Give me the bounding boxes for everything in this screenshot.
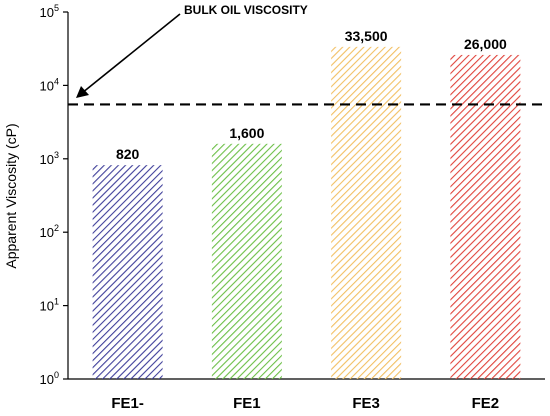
y-axis-ticks: 100 101 102 103 104 105 xyxy=(40,3,68,387)
bar-fe1 xyxy=(211,143,282,379)
category-label-1: FE1 xyxy=(233,395,261,412)
y-tick-label-3: 103 xyxy=(40,150,59,167)
category-label-0: FE1- xyxy=(111,395,144,412)
bar-value-labels: 820 1,600 33,500 26,000 xyxy=(116,28,507,162)
y-tick-label-2: 102 xyxy=(40,223,59,240)
bulk-oil-viscosity-label: BULK OIL VISCOSITY xyxy=(184,3,308,17)
bars-group xyxy=(92,46,521,380)
annotation-arrow-shaft xyxy=(81,13,181,94)
y-tick-label-5: 105 xyxy=(40,3,59,20)
y-axis-label: Apparent Viscosity (cP) xyxy=(3,123,19,268)
bar-value-label-1: 1,600 xyxy=(229,125,264,141)
bar-fe1-minus xyxy=(92,165,163,379)
category-label-3: FE2 xyxy=(472,395,500,412)
bar-value-label-0: 820 xyxy=(116,146,140,162)
annotation-arrow-head xyxy=(76,86,89,98)
y-tick-label-4: 104 xyxy=(40,76,59,93)
category-labels: FE1- FE1 FE3 FE2 xyxy=(111,395,499,412)
bar-fe2 xyxy=(450,54,521,380)
y-tick-label-0: 100 xyxy=(40,370,59,387)
bar-value-label-3: 26,000 xyxy=(464,36,507,52)
y-tick-label-1: 101 xyxy=(40,297,59,314)
bar-fe3 xyxy=(331,46,402,380)
category-label-2: FE3 xyxy=(352,395,380,412)
bar-value-label-2: 33,500 xyxy=(345,28,388,44)
